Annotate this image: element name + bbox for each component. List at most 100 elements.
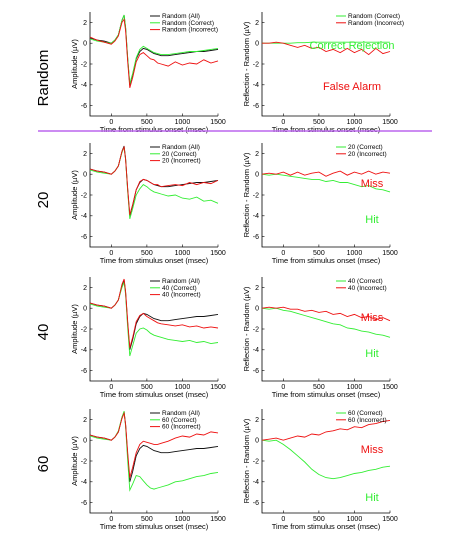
y-axis-label: Reflection - Random (µV) xyxy=(242,21,251,106)
y-tick-label: -4 xyxy=(81,347,87,354)
series-line xyxy=(261,419,391,441)
row-label: 40 xyxy=(35,324,52,341)
series-line xyxy=(89,18,219,89)
x-tick-label: 1500 xyxy=(210,119,226,126)
y-tick-label: -6 xyxy=(81,234,87,241)
legend-entry: 20 (Incorrect) xyxy=(348,151,387,158)
x-tick-label: 0 xyxy=(281,250,285,257)
legend-entry: 40 (Incorrect) xyxy=(348,285,387,292)
x-tick-label: 500 xyxy=(313,516,325,523)
y-tick-label: 0 xyxy=(255,41,259,48)
x-tick-label: 0 xyxy=(281,384,285,391)
y-axis-label: Amplitude (µV) xyxy=(70,304,79,354)
series-line xyxy=(89,279,219,350)
y-tick-label: -4 xyxy=(253,213,259,220)
x-tick-label: 0 xyxy=(109,384,113,391)
y-tick-label: -2 xyxy=(253,326,259,333)
x-tick-label: 1000 xyxy=(347,119,363,126)
legend-entry: Random (Incorrect) xyxy=(162,27,218,34)
x-axis-label: Time from stimulus onset (msec) xyxy=(272,522,381,531)
y-tick-label: 0 xyxy=(83,172,87,179)
y-tick-label: -2 xyxy=(253,458,259,465)
y-tick-label: -2 xyxy=(253,192,259,199)
legend-entry: Random (Incorrect) xyxy=(348,20,404,27)
y-tick-label: -6 xyxy=(253,368,259,375)
annotation-hit: Hit xyxy=(365,492,378,504)
annotation-miss: Miss xyxy=(361,312,384,324)
x-tick-label: 1500 xyxy=(210,384,226,391)
x-axis-label: Time from stimulus onset (msec) xyxy=(272,390,381,399)
legend-entry: 60 (Incorrect) xyxy=(348,417,387,424)
series-line xyxy=(261,173,391,193)
y-tick-label: 2 xyxy=(83,20,87,27)
x-tick-label: 0 xyxy=(281,516,285,523)
y-tick-label: 2 xyxy=(83,285,87,292)
x-tick-label: 1500 xyxy=(382,516,398,523)
y-tick-label: -6 xyxy=(253,103,259,110)
legend-entry: Random (Correct) xyxy=(162,20,214,27)
legend-entry: 20 (Correct) xyxy=(348,144,383,151)
series-line xyxy=(261,307,391,338)
y-tick-label: -6 xyxy=(81,368,87,375)
y-tick-label: -4 xyxy=(253,82,259,89)
x-tick-label: 1000 xyxy=(175,516,191,523)
y-axis-label: Amplitude (µV) xyxy=(70,436,79,486)
legend-entry: 60 (Correct) xyxy=(348,410,383,417)
x-tick-label: 500 xyxy=(141,384,153,391)
y-axis-label: Reflection - Random (µV) xyxy=(242,418,251,503)
annotation-miss: Miss xyxy=(361,178,384,190)
x-axis-label: Time from stimulus onset (msec) xyxy=(100,125,209,134)
x-tick-label: 500 xyxy=(313,119,325,126)
legend-entry: Random (Correct) xyxy=(348,13,400,20)
y-tick-label: -4 xyxy=(81,479,87,486)
x-tick-label: 500 xyxy=(141,250,153,257)
x-axis-label: Time from stimulus onset (msec) xyxy=(100,256,209,265)
legend-entry: 40 (Incorrect) xyxy=(162,292,201,299)
y-tick-label: 0 xyxy=(255,306,259,313)
series-line xyxy=(89,411,219,478)
series-line xyxy=(89,145,219,216)
y-tick-label: -4 xyxy=(253,347,259,354)
series-line xyxy=(89,411,219,482)
axes xyxy=(89,12,218,117)
y-axis-label: Reflection - Random (µV) xyxy=(242,152,251,237)
row-label: 60 xyxy=(35,456,52,473)
axes xyxy=(89,409,218,514)
axes xyxy=(261,12,390,117)
y-tick-label: -4 xyxy=(253,479,259,486)
y-tick-label: 0 xyxy=(255,172,259,179)
y-tick-label: -6 xyxy=(81,103,87,110)
legend-entry: Random (All) xyxy=(162,144,200,151)
x-tick-label: 1000 xyxy=(175,250,191,257)
x-tick-label: 0 xyxy=(109,516,113,523)
y-tick-label: -2 xyxy=(81,326,87,333)
legend-entry: 60 (Incorrect) xyxy=(162,424,201,431)
y-tick-label: -2 xyxy=(81,458,87,465)
row-label: Random xyxy=(35,50,52,107)
y-axis-label: Reflection - Random (µV) xyxy=(242,286,251,371)
y-tick-label: 2 xyxy=(255,417,259,424)
x-axis-label: Time from stimulus onset (msec) xyxy=(272,125,381,134)
x-tick-label: 1500 xyxy=(210,516,226,523)
legend-entry: 20 (Incorrect) xyxy=(162,158,201,165)
x-tick-label: 0 xyxy=(109,250,113,257)
legend-entry: Random (All) xyxy=(162,278,200,285)
x-tick-label: 1500 xyxy=(382,384,398,391)
series-line xyxy=(261,306,391,322)
x-axis-label: Time from stimulus onset (msec) xyxy=(100,522,209,531)
annotation-correct-rejection: Correct Rejection xyxy=(310,40,395,52)
annotation-false-alarm: False Alarm xyxy=(323,81,381,93)
x-tick-label: 500 xyxy=(313,384,325,391)
series-line xyxy=(89,14,219,84)
series-line xyxy=(89,278,219,348)
series-line xyxy=(262,41,391,56)
series-line xyxy=(261,170,391,177)
x-tick-label: 0 xyxy=(281,119,285,126)
y-tick-label: 2 xyxy=(255,151,259,158)
